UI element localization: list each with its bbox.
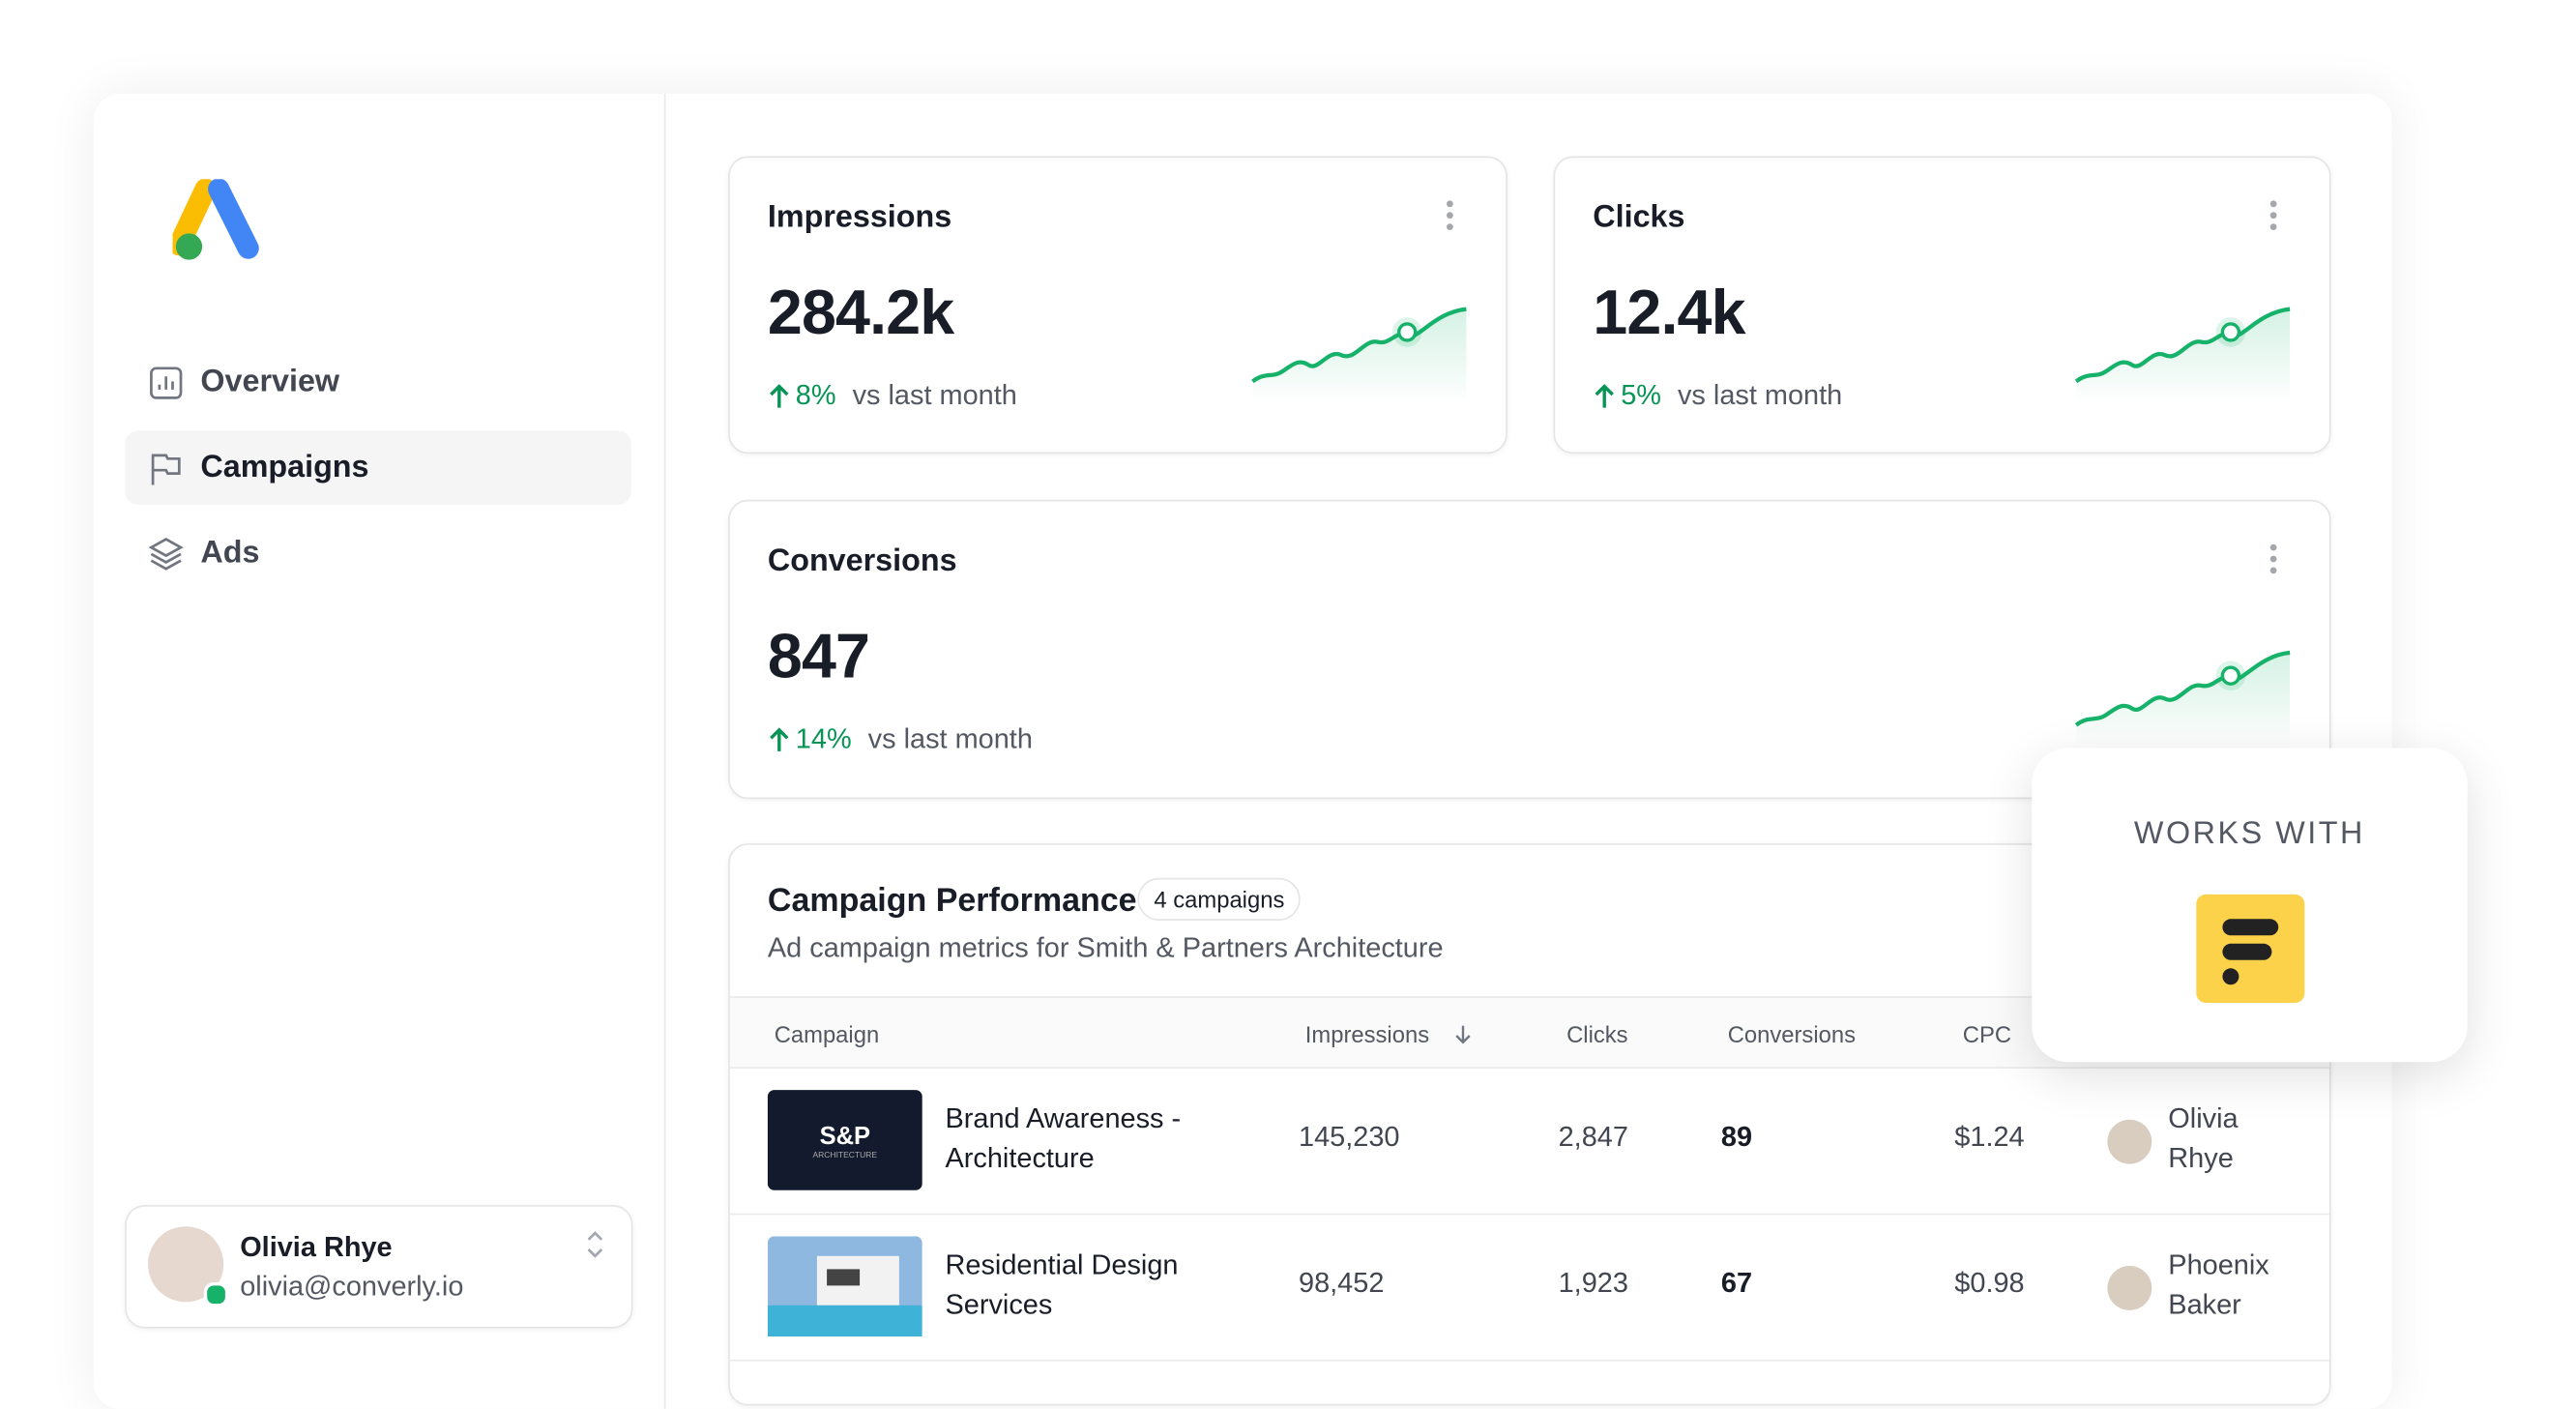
card-value: 847 xyxy=(767,623,870,692)
metric-card: Clicks 12.4k 5% vs last month xyxy=(1553,156,2331,455)
card-title: Clicks xyxy=(1593,200,1685,236)
sort-icon xyxy=(1455,1025,1471,1044)
user-name: Olivia Rhye xyxy=(240,1231,393,1263)
owner-avatar xyxy=(2107,1119,2152,1164)
chevron xyxy=(587,1231,603,1258)
column-header: Clicks xyxy=(1566,1020,1628,1047)
card-value: 284.2k xyxy=(767,279,954,349)
change-value: 8% xyxy=(795,379,836,411)
sidebar xyxy=(94,93,666,1409)
impressions: 98,452 xyxy=(1299,1267,1385,1299)
impressions: 145,230 xyxy=(1299,1121,1400,1153)
logo xyxy=(172,179,259,260)
clicks: 1,923 xyxy=(1558,1267,1628,1299)
logo-subtitle: ARCHITECTURE xyxy=(812,1151,878,1161)
table-row[interactable]: S&P ARCHITECTURE Brand Awareness - Archit… xyxy=(729,1067,2329,1216)
sparkline xyxy=(2074,307,2291,405)
card-title: Conversions xyxy=(767,543,957,579)
owner-avatar xyxy=(2107,1266,2152,1310)
conversions: 67 xyxy=(1720,1267,1753,1299)
nav-label: Overview xyxy=(200,364,340,399)
nav-item[interactable]: Overview xyxy=(125,345,631,420)
table-row[interactable]: Residential Design Services 98,452 1,923… xyxy=(729,1214,2329,1362)
campaign-name: Brand Awareness - Architecture xyxy=(945,1102,1182,1174)
nav-label: Ads xyxy=(200,535,260,571)
works-with-popup: WORKS WITH xyxy=(2032,748,2468,1063)
change-value: 14% xyxy=(795,723,852,755)
stage: Overview Campaigns Ads Olivia Rhye olivi… xyxy=(125,93,2468,1409)
user-email: olivia@converly.io xyxy=(240,1271,464,1303)
card-title: Impressions xyxy=(767,200,952,236)
cpc: $0.98 xyxy=(1954,1267,2025,1299)
column-header: Campaign xyxy=(774,1020,880,1047)
user-card[interactable]: Olivia Rhye olivia@converly.io xyxy=(125,1205,633,1329)
status-dot xyxy=(203,1282,229,1307)
owner-name: Phoenix Baker xyxy=(2168,1249,2269,1321)
card-change: 8% vs last month xyxy=(768,380,1017,413)
card-value: 12.4k xyxy=(1593,279,1745,349)
column-header: CPC xyxy=(1962,1020,2012,1047)
nav-item-active[interactable]: Campaigns xyxy=(125,430,631,505)
column-header: Conversions xyxy=(1727,1020,1857,1047)
menu-button[interactable] xyxy=(2269,200,2277,235)
conversions: 89 xyxy=(1720,1121,1753,1153)
badge: 4 campaigns xyxy=(1137,877,1302,921)
column-header[interactable]: Impressions xyxy=(1304,1020,1430,1047)
campaign-name: Residential Design Services xyxy=(945,1249,1179,1321)
owner-name: Olivia Rhye xyxy=(2168,1102,2239,1174)
sparkline xyxy=(1251,307,1467,405)
works-with-label: WORKS WITH xyxy=(2133,816,2365,852)
page: Overview Campaigns Ads Olivia Rhye olivi… xyxy=(125,93,2468,1409)
comparison: vs last month xyxy=(852,379,1017,411)
metric-card: Impressions 284.2k 8% vs last month xyxy=(728,156,1508,455)
card-change: 5% vs last month xyxy=(1593,380,1842,413)
table-subtitle: Ad campaign metrics for Smith & Partners… xyxy=(767,931,1444,964)
sparkline xyxy=(2074,650,2291,749)
integration-logo xyxy=(2196,894,2305,1003)
campaign-thumbnail xyxy=(767,1236,922,1337)
menu-button[interactable] xyxy=(2269,543,2277,579)
campaign-thumbnail: S&P ARCHITECTURE xyxy=(767,1090,922,1190)
nav-item[interactable]: Ads xyxy=(125,516,631,591)
menu-button[interactable] xyxy=(1447,200,1453,235)
comparison: vs last month xyxy=(867,723,1033,755)
card-change: 14% vs last month xyxy=(768,723,1033,756)
cpc: $1.24 xyxy=(1954,1121,2025,1153)
logo-title: S&P xyxy=(819,1123,871,1151)
nav-label: Campaigns xyxy=(200,449,369,484)
table-title: Campaign Performance xyxy=(767,882,1137,920)
comparison: vs last month xyxy=(1677,379,1843,411)
clicks: 2,847 xyxy=(1558,1121,1628,1153)
change-value: 5% xyxy=(1621,379,1661,411)
